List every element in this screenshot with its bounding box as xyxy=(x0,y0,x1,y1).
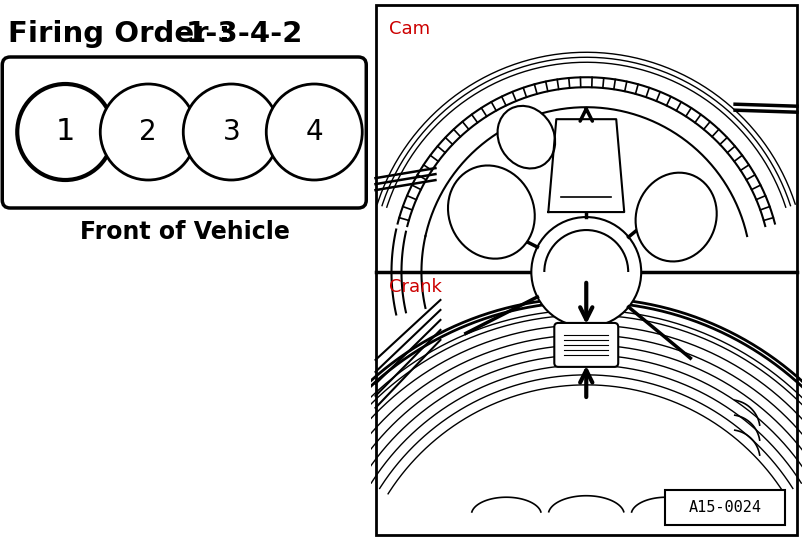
Ellipse shape xyxy=(636,173,717,261)
Ellipse shape xyxy=(448,165,535,259)
Text: Front of Vehicle: Front of Vehicle xyxy=(80,220,290,244)
Circle shape xyxy=(184,84,279,180)
FancyBboxPatch shape xyxy=(554,323,618,367)
Ellipse shape xyxy=(497,106,555,168)
Text: Crank: Crank xyxy=(388,278,441,296)
Text: 1-3-4-2: 1-3-4-2 xyxy=(185,20,302,48)
Circle shape xyxy=(266,84,363,180)
FancyBboxPatch shape xyxy=(2,57,367,208)
Text: Cam: Cam xyxy=(388,21,430,38)
Circle shape xyxy=(100,84,196,180)
Bar xyxy=(665,490,785,525)
Polygon shape xyxy=(549,119,624,212)
Text: 4: 4 xyxy=(306,118,323,146)
Circle shape xyxy=(18,84,113,180)
Text: 1: 1 xyxy=(55,118,75,146)
Text: A15-0024: A15-0024 xyxy=(689,500,762,515)
Text: Firing Order :: Firing Order : xyxy=(8,20,261,48)
Text: 2: 2 xyxy=(140,118,157,146)
Text: 3: 3 xyxy=(222,118,240,146)
Circle shape xyxy=(532,217,641,327)
